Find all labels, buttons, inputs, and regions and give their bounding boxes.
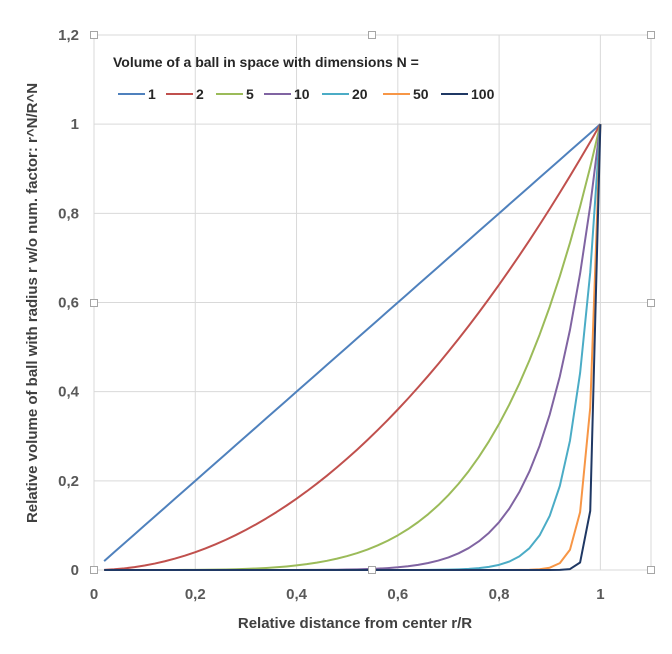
legend-label-100: 100: [471, 86, 495, 102]
series-line-1: [103, 123, 602, 562]
resize-handle[interactable]: [90, 299, 98, 307]
resize-handle[interactable]: [368, 31, 376, 39]
series-lines: [103, 123, 602, 571]
series-line-2: [104, 123, 602, 571]
legend-label-50: 50: [413, 86, 429, 102]
legend-label-10: 10: [294, 86, 310, 102]
x-tick-label: 0,4: [286, 586, 308, 603]
series-line-5: [104, 123, 602, 571]
legend-label-20: 20: [352, 86, 368, 102]
y-tick-label: 0: [71, 562, 79, 579]
y-tick-label: 1,2: [58, 27, 79, 44]
legend-title: Volume of a ball in space with dimension…: [113, 54, 419, 70]
resize-handle[interactable]: [647, 299, 655, 307]
series-line-50: [104, 124, 602, 571]
gridlines: [93, 34, 652, 571]
y-tick-label: 0,8: [58, 205, 79, 222]
legend-label-1: 1: [148, 86, 156, 102]
legend: 1 2 5 10 20 50 100: [118, 86, 495, 102]
resize-handle[interactable]: [90, 31, 98, 39]
y-tick-label: 0,4: [58, 384, 80, 401]
x-tick-labels: 0 0,2 0,4 0,6 0,8 1: [90, 586, 605, 603]
series-line-10: [104, 124, 602, 571]
y-tick-label: 0,6: [58, 295, 79, 312]
series-line-20: [104, 124, 602, 571]
resize-handle[interactable]: [368, 566, 376, 574]
y-tick-label: 0,2: [58, 473, 79, 490]
selection-handles[interactable]: [90, 31, 655, 574]
x-tick-label: 0,8: [489, 586, 510, 603]
x-tick-label: 0: [90, 586, 98, 603]
y-axis-title: Relative volume of ball with radius r w/…: [24, 83, 41, 523]
legend-label-2: 2: [196, 86, 204, 102]
resize-handle[interactable]: [647, 31, 655, 39]
x-tick-label: 1: [596, 586, 604, 603]
x-tick-label: 0,2: [185, 586, 206, 603]
x-axis-title: Relative distance from center r/R: [238, 615, 472, 632]
y-tick-labels: 0 0,2 0,4 0,6 0,8 1 1,2: [58, 27, 80, 579]
resize-handle[interactable]: [647, 566, 655, 574]
legend-label-5: 5: [246, 86, 254, 102]
resize-handle[interactable]: [90, 566, 98, 574]
y-tick-label: 1: [71, 116, 79, 133]
series-line-100: [104, 124, 602, 571]
x-tick-label: 0,6: [387, 586, 408, 603]
